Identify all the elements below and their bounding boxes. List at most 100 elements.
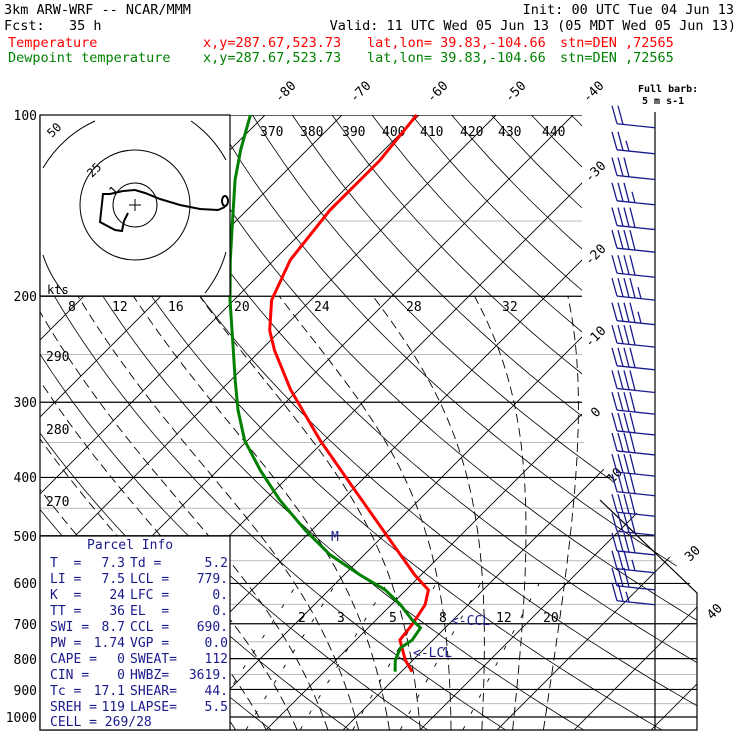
barb-flag xyxy=(617,255,624,275)
barb-shaft xyxy=(616,550,656,556)
barb-shaft xyxy=(616,530,656,536)
isotherm-label: 40 xyxy=(704,601,726,623)
barb-flag xyxy=(629,207,636,228)
wind-barb xyxy=(611,473,656,497)
barb-flag xyxy=(629,532,636,553)
barb-flag xyxy=(611,131,618,150)
isotherm-label: 0 xyxy=(588,405,604,421)
barb-flag xyxy=(611,532,618,552)
dry-adiabat xyxy=(411,115,697,730)
theta-label: 290 xyxy=(46,350,69,365)
wind-barbs xyxy=(611,105,656,730)
barb-flag xyxy=(617,432,624,452)
barb-shaft xyxy=(616,491,656,497)
barb-flag xyxy=(623,473,630,494)
wind-barb xyxy=(611,453,656,477)
barb-shaft xyxy=(616,568,656,574)
mixing-ratio-label: 2 xyxy=(298,611,306,626)
pressure-label: 900 xyxy=(14,684,37,699)
barb-flag xyxy=(617,453,624,473)
parcel-info-value: 36 xyxy=(109,604,125,619)
ccl-annotation: <-CCL xyxy=(451,614,490,629)
mixing-ratio-label: 20 xyxy=(543,611,559,626)
theta-label: 410 xyxy=(420,125,443,140)
temperature-legend: Temperature xyxy=(8,35,98,51)
moist-adiabat xyxy=(77,295,360,730)
barb-flag xyxy=(611,550,618,569)
barb-flag xyxy=(611,473,618,492)
pressure-label: 300 xyxy=(14,396,37,411)
m-marker: M xyxy=(331,530,339,545)
parcel-info-key: K = xyxy=(50,588,82,603)
wind-barb xyxy=(611,182,656,206)
barb-shaft xyxy=(616,409,656,415)
barb-flag xyxy=(629,302,636,323)
mixing-ratio-line xyxy=(245,583,337,730)
scale-label: 16 xyxy=(168,300,184,315)
barb-flag xyxy=(617,157,624,177)
moist-adiabat xyxy=(474,295,527,730)
dewpoint-station: stn=DEN ,72565 xyxy=(560,50,674,66)
scale-label: 32 xyxy=(502,300,518,315)
barb-flag xyxy=(617,182,624,202)
barb-flag xyxy=(623,494,630,514)
parcel-info-key: SREH = xyxy=(50,700,97,715)
isotherm xyxy=(40,115,343,730)
wind-barb xyxy=(611,412,656,436)
barb-flag xyxy=(611,105,618,124)
wind-barb xyxy=(611,513,656,536)
isotherm xyxy=(0,115,34,730)
pressure-axis-labels: 100 200 300 400 500 600 700 800 900 1000 xyxy=(6,109,37,726)
isotherm-label: -50 xyxy=(502,79,529,106)
barb-shaft xyxy=(616,200,656,206)
barb-flag xyxy=(611,391,618,411)
parcel-info-value: 7.3 xyxy=(101,556,125,571)
isotherm-label: 30 xyxy=(682,543,704,565)
wind-barb xyxy=(611,157,656,181)
barb-shaft xyxy=(616,365,656,371)
dry-adiabat xyxy=(531,115,697,730)
barb-half-flag xyxy=(637,286,642,299)
isotherm-label: -80 xyxy=(272,79,299,106)
hodo-ring xyxy=(79,149,191,261)
parcel-info-cell: CELL = 269/28 xyxy=(50,715,152,730)
isotherm xyxy=(188,115,697,730)
moist-adiabat xyxy=(133,295,390,730)
hodograph-trace xyxy=(98,188,226,233)
barb-flag xyxy=(611,582,618,601)
temperature-xy: x,y=287.67,523.73 xyxy=(203,35,342,51)
barb-half-flag xyxy=(631,191,636,203)
parcel-info-value: 0. xyxy=(212,588,228,603)
barb-flag xyxy=(611,370,618,389)
barb-flag xyxy=(617,412,624,432)
parcel-info-box xyxy=(39,535,231,731)
parcel-info-title: Parcel Info xyxy=(87,538,174,553)
parcel-info-value: 0.0 xyxy=(204,636,228,651)
isotherm-label: -20 xyxy=(582,242,609,269)
isotherm xyxy=(496,115,697,730)
barb-shaft xyxy=(616,149,656,155)
parcel-info-key: SHEAR= xyxy=(130,684,177,699)
scale-label: 12 xyxy=(112,300,128,315)
parcel-info-value: 17.1 xyxy=(93,684,125,699)
barb-flag xyxy=(623,513,630,533)
parcel-info-key: LFC = xyxy=(130,588,170,603)
temperature-line xyxy=(268,114,431,673)
barb-shaft xyxy=(616,247,656,253)
barb-flag xyxy=(623,550,630,571)
theta-label: 390 xyxy=(342,125,365,140)
pressure-label: 100 xyxy=(14,109,37,124)
isotherm xyxy=(573,115,697,730)
parcel-info-value: 0. xyxy=(212,604,228,619)
barb-flag xyxy=(617,494,624,514)
init-time: Init: 00 UTC Tue 04 Jun 13 xyxy=(522,2,734,18)
moist-adiabat xyxy=(372,295,485,730)
wind-barb xyxy=(611,391,656,415)
wind-barb xyxy=(611,105,656,129)
wind-barb xyxy=(611,230,656,253)
dewpoint-legend: Dewpoint temperature xyxy=(8,50,171,66)
mixing-ratio-label: 12 xyxy=(496,611,512,626)
theta-label: 430 xyxy=(498,125,521,140)
barb-flag xyxy=(617,370,624,390)
barb-flag xyxy=(617,105,624,125)
